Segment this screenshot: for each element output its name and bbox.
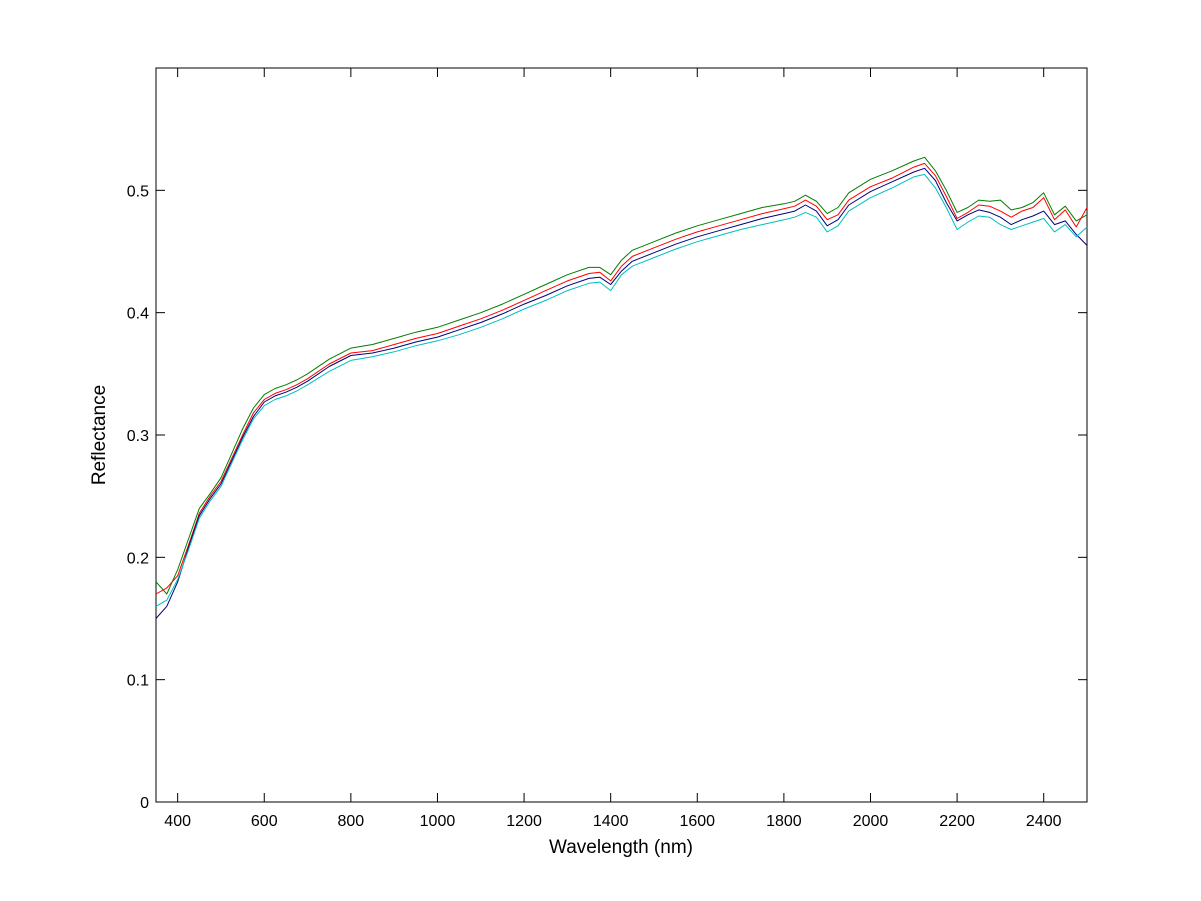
series-line-3 bbox=[155, 167, 1088, 619]
x-tick-label: 1600 bbox=[679, 813, 715, 830]
y-tick-label: 0.5 bbox=[127, 183, 149, 200]
series-line-4 bbox=[155, 173, 1088, 607]
series-line-2 bbox=[155, 162, 1088, 595]
y-tick-label: 0.2 bbox=[127, 550, 149, 567]
x-tick-label: 2200 bbox=[939, 813, 975, 830]
series-layer bbox=[155, 156, 1088, 619]
plot-area bbox=[155, 67, 1088, 803]
series-line-1 bbox=[155, 156, 1088, 595]
x-tick-label: 2400 bbox=[1026, 813, 1062, 830]
x-tick-labels: 400 600 800 1000 1200 1400 1600 1800 2000 2200 240… bbox=[164, 813, 1061, 830]
tick-layer bbox=[156, 68, 1087, 803]
x-tick-label: 1800 bbox=[766, 813, 802, 830]
y-axis-label: Reflectance bbox=[89, 385, 110, 485]
x-tick-label: 1200 bbox=[506, 813, 542, 830]
y-tick-label: 0.1 bbox=[127, 673, 149, 690]
x-tick-label: 1400 bbox=[593, 813, 629, 830]
y-tick-label: 0.4 bbox=[127, 306, 149, 323]
y-tick-labels: 0 0.1 0.2 0.3 0.4 0.5 bbox=[127, 183, 149, 812]
x-tick-label: 600 bbox=[251, 813, 278, 830]
x-tick-label: 2000 bbox=[853, 813, 889, 830]
x-tick-label: 1000 bbox=[420, 813, 456, 830]
y-tick-label: 0.3 bbox=[127, 428, 149, 445]
x-tick-label: 800 bbox=[338, 813, 365, 830]
y-tick-label: 0 bbox=[140, 795, 149, 812]
x-tick-label: 400 bbox=[164, 813, 191, 830]
x-axis-label: Wavelength (nm) bbox=[549, 837, 693, 858]
